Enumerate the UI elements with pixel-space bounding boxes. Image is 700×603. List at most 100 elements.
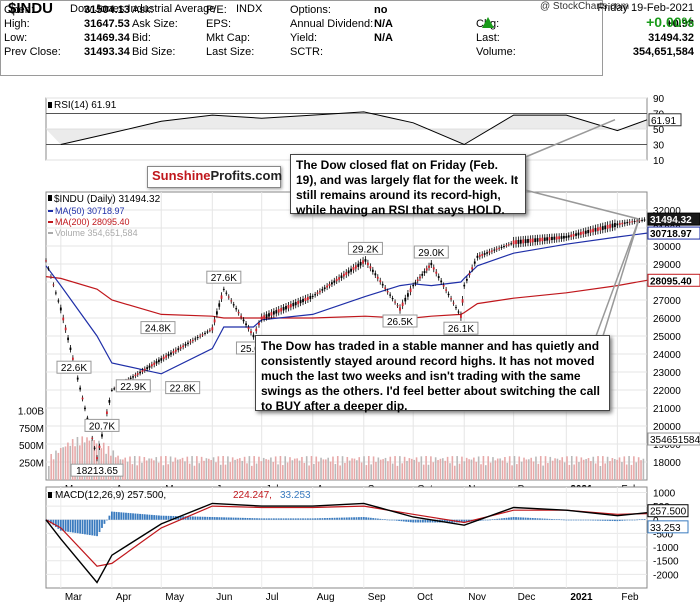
volume-bar (93, 439, 95, 480)
macd-histogram-bar (256, 518, 258, 520)
price-legend-label: MA(200) 28095.40 (55, 217, 130, 227)
price-candle (76, 377, 79, 380)
macd-histogram-bar (289, 518, 292, 520)
volume-bar (465, 457, 468, 480)
macd-histogram-bar (179, 516, 182, 520)
volume-bar (389, 456, 392, 480)
price-candle (98, 445, 101, 448)
macd-histogram-bar (106, 519, 108, 521)
price-candle (498, 247, 501, 249)
macd-histogram-bar (493, 519, 496, 520)
logo-part-2: Profits.com (210, 168, 283, 183)
macd-histogram-bar (463, 519, 466, 523)
macd-histogram-bar (391, 519, 393, 521)
volume-bar (358, 457, 361, 480)
macd-histogram-bar (260, 518, 263, 520)
volume-bar (153, 460, 155, 480)
volume-bar (621, 462, 623, 480)
macd-histogram-bar (110, 511, 113, 520)
macd-signal-line (45, 505, 648, 567)
price-candle (381, 283, 384, 286)
price-last-label: 30718.97 (650, 229, 692, 240)
macd-histogram-bar (565, 519, 568, 521)
macd-histogram-bar (491, 519, 494, 520)
price-candle (208, 330, 211, 332)
price-candle (618, 223, 621, 225)
sunshine-profits-logo: SunshineProfits.com (147, 166, 283, 188)
macd-histogram-bar (326, 518, 329, 520)
volume-bar (642, 458, 645, 480)
price-candle (191, 339, 194, 342)
volume-bar (625, 464, 628, 480)
volume-bar (74, 446, 76, 480)
volume-bar (434, 457, 437, 480)
macd-histogram-bar (510, 517, 513, 520)
price-candle (486, 252, 488, 254)
price-candle (512, 240, 515, 245)
price-last-box (647, 273, 700, 287)
quote-label: Open: (4, 4, 34, 16)
volume-bar (556, 458, 559, 480)
volume-bar (286, 462, 289, 480)
price-candle (416, 279, 419, 281)
price-candle (367, 262, 369, 266)
volume-bar (212, 457, 215, 480)
volume-bar (508, 456, 511, 480)
price-candle (560, 236, 563, 239)
callout-pointer (602, 218, 640, 337)
volume-bar (394, 456, 396, 480)
volume-bar (95, 443, 98, 480)
quote-value: 354,651,584 (632, 46, 694, 58)
price-candle (230, 300, 233, 302)
macd-x-tick: 2021 (570, 592, 593, 603)
volume-bar (449, 463, 451, 480)
macd-histogram-bar (241, 517, 244, 520)
price-candle (379, 280, 382, 283)
macd-histogram-bar (57, 519, 60, 529)
volume-bar (289, 457, 291, 480)
macd-histogram-bar (546, 518, 549, 520)
price-candle (268, 313, 270, 317)
macd-histogram-bar (62, 519, 65, 532)
macd-histogram-bar (246, 518, 249, 520)
price-candle (399, 307, 401, 311)
macd-histogram-bar (129, 513, 132, 520)
volume-bar (523, 457, 525, 480)
volume-bar (207, 458, 210, 480)
macd-histogram-bar (465, 519, 468, 523)
volume-bar (420, 456, 423, 480)
macd-histogram-bar (424, 519, 427, 523)
volume-bar (482, 456, 485, 480)
macd-histogram-bar (88, 519, 91, 536)
price-candle (69, 347, 72, 350)
macd-histogram-bar (584, 519, 587, 521)
quote-label: Bid Size: (132, 46, 176, 58)
volume-bar (298, 460, 301, 480)
price-label: 24.8K (145, 324, 171, 335)
price-candle (450, 298, 452, 300)
macd-histogram-bar (426, 519, 429, 523)
volume-bar (143, 457, 146, 480)
price-candle (457, 311, 460, 313)
ticker-symbol: $INDU (8, 0, 54, 17)
price-tick-label: 26000 (653, 314, 681, 325)
volume-bar (172, 461, 174, 480)
macd-histogram-bar (386, 519, 389, 521)
macd-histogram-bar (570, 519, 573, 521)
volume-bar (568, 464, 571, 480)
ma50-line (45, 232, 648, 375)
volume-bar (293, 458, 296, 480)
price-candle (515, 240, 517, 245)
macd-histogram-bar (374, 518, 377, 520)
price-tick-label: 21000 (653, 404, 681, 415)
volume-bar (597, 456, 599, 480)
price-label-box (140, 321, 176, 335)
macd-histogram-bar (384, 519, 386, 520)
macd-legend-swatch (48, 492, 52, 498)
volume-bar (310, 456, 313, 480)
volume-bar (640, 460, 642, 480)
volume-bar (396, 465, 399, 480)
macd-x-tick: Jul (266, 592, 279, 603)
macd-last-label: 257.500 (650, 507, 687, 518)
macd-histogram-bar (282, 518, 285, 520)
